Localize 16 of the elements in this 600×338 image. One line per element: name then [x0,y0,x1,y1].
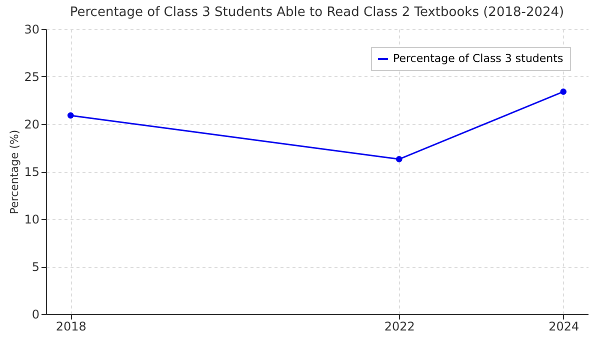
x-tick-label: 2024 [548,320,580,334]
point [67,112,74,119]
y-tick-label: 30 [24,22,40,36]
chart-title: Percentage of Class 3 Students Able to Read Class 2 Textbooks (2018-2024) [70,5,564,20]
y-tick-label: 25 [24,70,40,84]
x-tick-label: 2018 [56,320,86,334]
legend-label: Percentage of Class 3 students [393,52,564,65]
y-tick-label: 20 [24,118,40,132]
y-tick-label: 15 [24,165,40,179]
x-tick-label: 2022 [384,320,415,334]
point [560,88,567,95]
point [396,156,402,162]
y-tick-label: 10 [24,212,40,226]
y-axis-title: Percentage (%) [8,130,22,214]
y-tick-label: 5 [32,260,40,274]
y-tick-label: 0 [32,308,40,322]
